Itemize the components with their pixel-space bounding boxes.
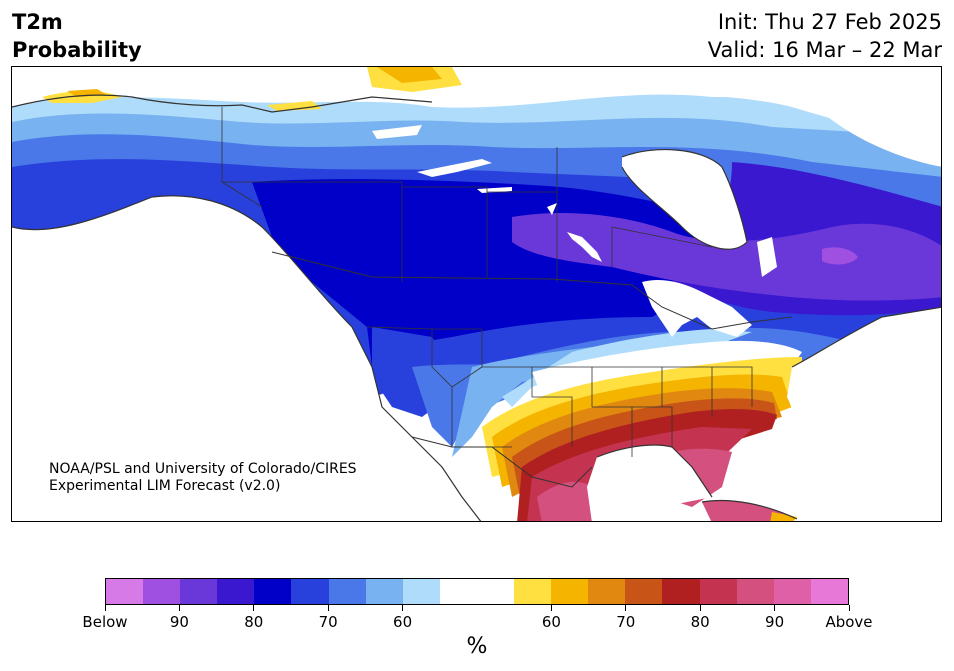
colorbar-swatch <box>143 579 181 604</box>
lake-athabasca <box>477 187 512 193</box>
colorbar-tick-label: 60 <box>393 613 413 631</box>
colorbar-swatch <box>699 579 737 604</box>
forecast-dates: Init: Thu 27 Feb 2025 Valid: 16 Mar – 22… <box>708 8 942 64</box>
band-below-60-sw <box>452 347 612 457</box>
colorbar-swatch <box>180 579 218 604</box>
colorbar-tick <box>104 605 106 611</box>
colorbar-swatch <box>662 579 700 604</box>
band-above-85 <box>537 481 597 521</box>
map-title: T2m Probability <box>12 8 142 64</box>
band-below-90-canada <box>512 213 941 301</box>
great-slave-bear-lakes <box>417 159 492 177</box>
colorbar-tick <box>625 605 627 611</box>
province-lines <box>221 107 713 282</box>
state-lines <box>366 326 753 457</box>
band-arctic-light-north <box>267 101 322 111</box>
hudson-bay <box>622 149 747 250</box>
lake-winnipeg <box>567 232 602 262</box>
colorbar-tick-label: 80 <box>244 613 264 631</box>
arctic-strait <box>372 125 422 139</box>
colorbar-tick <box>550 605 552 611</box>
credit-line-1: NOAA/PSL and University of Colorado/CIRE… <box>49 461 357 477</box>
colorbar-swatch <box>773 579 811 604</box>
colorbar-unit: % <box>466 634 488 659</box>
credit-text: NOAA/PSL and University of Colorado/CIRE… <box>49 461 357 495</box>
colorbar-tick <box>848 605 850 611</box>
credit-line-2: Experimental LIM Forecast (v2.0) <box>49 478 281 494</box>
valid-date: Valid: 16 Mar – 22 Mar <box>707 38 942 62</box>
colorbar-swatch <box>439 579 477 604</box>
colorbar-tick <box>253 605 255 611</box>
colorbar-tick-label: 70 <box>616 613 636 631</box>
colorbar-swatch <box>402 579 440 604</box>
map-canvas <box>12 67 941 521</box>
colorbar-swatch <box>365 579 403 604</box>
colorbar-tick-label: 90 <box>169 613 189 631</box>
colorbar-swatch <box>736 579 774 604</box>
colorbar-tick <box>327 605 329 611</box>
colorbar-swatch <box>328 579 366 604</box>
colorbar-tick-label: 80 <box>690 613 710 631</box>
colorbar-swatch <box>106 579 144 604</box>
colorbar <box>105 578 849 605</box>
east-bay <box>757 237 777 277</box>
variable-label: T2m <box>12 10 63 34</box>
colorbar-swatch <box>476 579 515 604</box>
colorbar-tick-label: Below <box>82 613 128 631</box>
colorbar-tick <box>774 605 776 611</box>
init-date: Init: Thu 27 Feb 2025 <box>717 10 942 34</box>
colorbar-tick <box>699 605 701 611</box>
colorbar-swatch <box>291 579 329 604</box>
pacific-ocean <box>12 195 481 521</box>
product-label: Probability <box>12 38 142 62</box>
greenland-white <box>772 67 941 167</box>
probability-map <box>11 66 942 522</box>
band-caribbean-edge <box>770 512 797 521</box>
colorbar-tick <box>402 605 404 611</box>
colorbar-swatch <box>625 579 663 604</box>
gulf-of-mexico <box>587 445 712 521</box>
colorbar-swatch <box>217 579 255 604</box>
borders <box>12 94 941 521</box>
cuba-outline <box>701 499 798 520</box>
colorbar-tick-label: Above <box>825 613 873 631</box>
colorbar-swatch <box>551 579 589 604</box>
mexico-border <box>411 436 593 488</box>
colorbar-swatch <box>588 579 626 604</box>
colorbar-swatch <box>254 579 292 604</box>
water-bodies <box>12 67 941 521</box>
lake-small <box>547 203 557 215</box>
atlantic-ocean <box>787 307 941 521</box>
colorbar-tick-label: 90 <box>765 613 785 631</box>
band-arctic-above-60 <box>377 67 442 83</box>
colorbar-swatch <box>514 579 552 604</box>
colorbar-tick-label: 60 <box>541 613 561 631</box>
band-below-95 <box>822 247 858 265</box>
coastline-west <box>12 94 482 521</box>
great-lakes <box>642 280 752 337</box>
colorbar-swatch <box>810 579 848 604</box>
colorbar-tick <box>178 605 180 611</box>
colorbar-tick-label: 70 <box>318 613 338 631</box>
band-caribbean <box>702 500 792 521</box>
